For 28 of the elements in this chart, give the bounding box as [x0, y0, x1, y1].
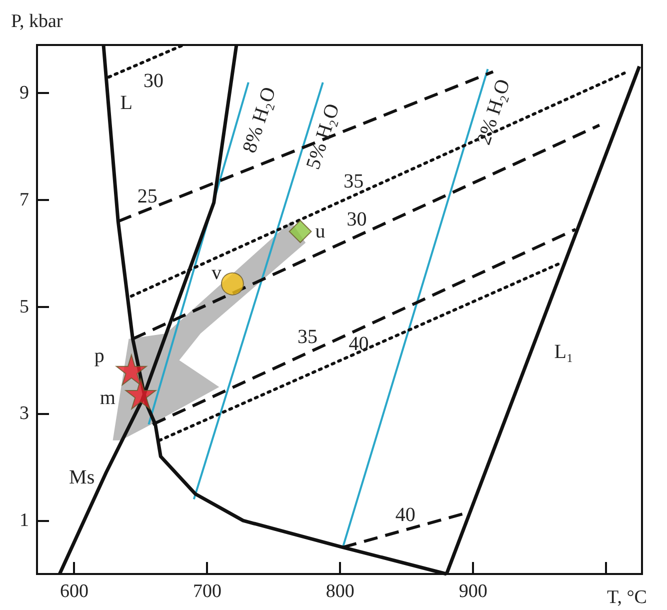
series-label: L	[120, 92, 132, 114]
text: 8% H₂O	[238, 84, 280, 156]
series-label: 25	[137, 186, 158, 208]
series-label: 40	[395, 504, 416, 526]
series-label: Ms	[69, 466, 95, 489]
x-tick-label: 700	[192, 581, 222, 602]
series-label: m	[100, 386, 116, 409]
x-axis-title: T, °C	[607, 587, 647, 608]
y-tick-label: 5	[20, 296, 29, 318]
series-label: 40	[348, 333, 369, 356]
series-label: 30	[143, 70, 164, 92]
series-label: 30	[346, 208, 367, 230]
y-tick-label: 3	[20, 403, 29, 424]
text: 2% H₂O	[472, 76, 515, 148]
text: 5% H₂O	[302, 101, 344, 172]
series-label: 35	[344, 170, 364, 193]
y-tick-label: 9	[20, 82, 29, 104]
y-tick-label: 7	[20, 189, 29, 210]
x-tick-label: 600	[60, 581, 88, 602]
y-axis-title: P, kbar	[11, 11, 64, 32]
series-label: 35	[297, 326, 318, 348]
x-tick-label: 800	[326, 581, 354, 602]
series-label: p	[94, 344, 104, 367]
x-tick-label: 900	[458, 581, 488, 602]
series-label: v	[211, 262, 222, 284]
series-label: L₁	[554, 341, 574, 364]
series-label: u	[315, 220, 326, 242]
y-tick-label: 1	[20, 510, 29, 532]
